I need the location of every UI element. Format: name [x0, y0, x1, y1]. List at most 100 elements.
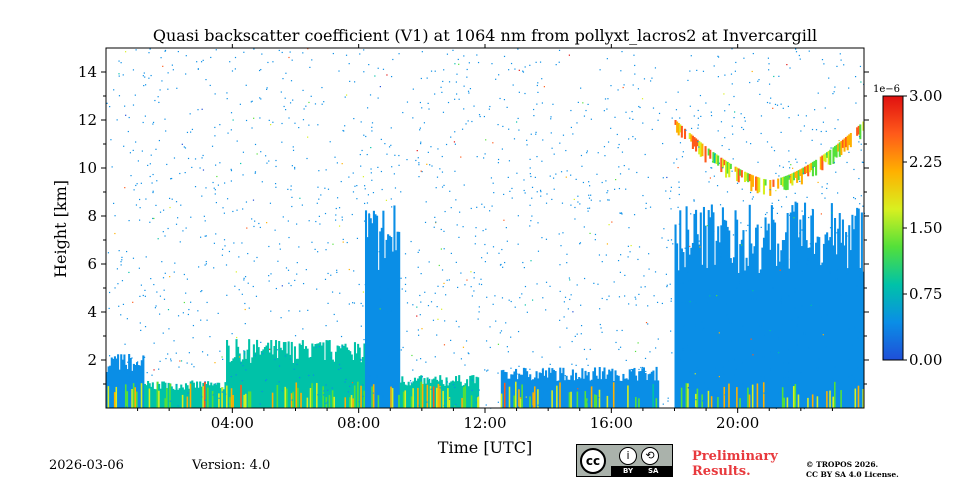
- noise-speck: [610, 127, 612, 129]
- noise-speck: [732, 234, 735, 236]
- noise-speck: [338, 363, 341, 366]
- noise-speck: [552, 103, 554, 105]
- noise-speck: [206, 319, 208, 321]
- noise-speck: [820, 213, 822, 215]
- heatmap-cell: [199, 381, 202, 408]
- heatmap-cell: [611, 368, 614, 408]
- heatmap-cell: [742, 230, 745, 408]
- noise-speck: [326, 389, 329, 391]
- heatmap-cell: [445, 377, 448, 408]
- noise-speck: [562, 134, 565, 136]
- noise-speck: [435, 187, 437, 189]
- noise-speck: [370, 146, 372, 149]
- noise-speck: [681, 249, 683, 252]
- noise-speck: [259, 117, 261, 119]
- noise-speck: [789, 67, 791, 69]
- heatmap-cell: [477, 396, 480, 408]
- noise-speck: [360, 121, 362, 123]
- noise-speck: [219, 350, 221, 352]
- noise-speck: [147, 164, 149, 167]
- heatmap-cell: [360, 385, 363, 408]
- noise-speck: [121, 280, 124, 282]
- noise-speck: [269, 348, 271, 350]
- noise-speck: [833, 91, 835, 93]
- noise-speck: [848, 328, 850, 330]
- noise-speck: [429, 164, 431, 166]
- noise-speck: [288, 56, 290, 59]
- noise-speck: [764, 213, 767, 216]
- noise-speck: [120, 62, 122, 64]
- noise-speck: [442, 80, 444, 83]
- noise-speck: [209, 84, 211, 87]
- heatmap-cell: [352, 359, 355, 408]
- noise-speck: [634, 296, 636, 298]
- cc-license-badge[interactable]: cc i ⟲ BY SA: [576, 444, 673, 477]
- noise-speck: [536, 84, 538, 87]
- noise-speck: [636, 171, 638, 174]
- noise-speck: [553, 188, 555, 190]
- noise-speck: [632, 118, 634, 121]
- noise-speck: [501, 297, 504, 299]
- noise-speck: [390, 127, 392, 129]
- noise-speck: [545, 202, 548, 204]
- heatmap-cell: [227, 345, 230, 408]
- noise-speck: [159, 211, 162, 213]
- noise-speck: [289, 102, 292, 104]
- noise-speck: [862, 205, 864, 207]
- noise-speck: [501, 248, 503, 251]
- noise-speck: [392, 58, 394, 61]
- noise-speck: [465, 340, 468, 342]
- noise-speck: [489, 346, 491, 349]
- noise-speck: [294, 166, 296, 169]
- heatmap-cell: [518, 389, 521, 408]
- noise-speck: [526, 311, 528, 313]
- noise-speck: [420, 273, 422, 275]
- heatmap-cell: [535, 371, 538, 408]
- noise-speck: [416, 150, 418, 152]
- noise-speck: [642, 122, 644, 124]
- noise-speck: [120, 264, 122, 266]
- noise-speck: [201, 108, 203, 110]
- noise-speck: [744, 120, 746, 122]
- noise-speck: [292, 149, 295, 151]
- noise-speck: [317, 186, 319, 188]
- noise-speck: [421, 376, 423, 378]
- noise-speck: [236, 336, 238, 339]
- noise-speck: [593, 282, 595, 284]
- noise-speck: [662, 177, 664, 179]
- heatmap-cell: [458, 375, 461, 408]
- noise-speck: [809, 243, 811, 245]
- heatmap-cell: [565, 375, 568, 408]
- noise-speck: [128, 219, 130, 222]
- heatmap-cell: [519, 374, 522, 408]
- heatmap-cell: [309, 356, 312, 408]
- noise-speck: [853, 377, 856, 380]
- heatmap-cell: [781, 177, 784, 187]
- heatmap-plot-area: [106, 48, 865, 410]
- noise-speck: [167, 353, 169, 355]
- noise-speck: [245, 369, 247, 371]
- noise-speck: [773, 75, 775, 78]
- heatmap-cell: [764, 179, 767, 186]
- x-tick-label: 04:00: [211, 414, 254, 432]
- noise-speck: [540, 195, 542, 197]
- noise-speck: [522, 70, 524, 72]
- noise-speck: [503, 219, 505, 221]
- noise-speck: [848, 376, 851, 378]
- noise-speck: [713, 230, 715, 233]
- noise-speck: [601, 391, 603, 393]
- noise-speck: [567, 308, 569, 310]
- heatmap-cell: [696, 388, 699, 408]
- noise-speck: [776, 212, 779, 214]
- noise-speck: [825, 346, 827, 348]
- heatmap-cell: [736, 167, 739, 182]
- noise-speck: [714, 329, 717, 331]
- noise-speck: [276, 349, 278, 351]
- noise-speck: [186, 362, 188, 364]
- noise-speck: [514, 306, 516, 308]
- noise-speck: [327, 242, 329, 244]
- noise-speck: [134, 383, 136, 386]
- heatmap-cell: [456, 381, 459, 408]
- noise-speck: [290, 189, 292, 191]
